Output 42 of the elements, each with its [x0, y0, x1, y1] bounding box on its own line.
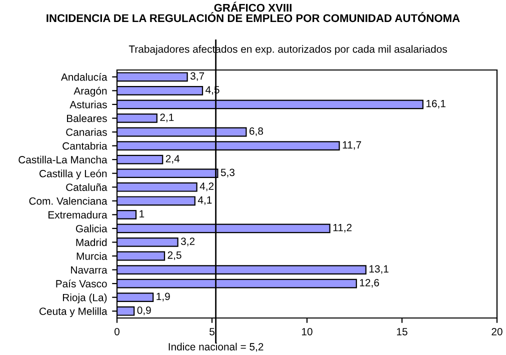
- data-label: 0,9: [137, 306, 151, 316]
- y-tick-label: Madrid: [76, 238, 107, 246]
- y-tick-label: Castilla y León: [39, 170, 107, 180]
- data-label: 11,2: [333, 224, 352, 232]
- y-tick-label: Aragón: [74, 86, 107, 97]
- data-label: 3,7: [190, 72, 204, 81]
- data-label: 13,1: [369, 265, 388, 274]
- y-tick-label: Cataluña: [66, 183, 108, 191]
- data-label: 2,4: [166, 154, 180, 164]
- data-label: 2,5: [168, 251, 182, 260]
- y-tick-label: Baleares: [67, 114, 107, 122]
- data-label: 4,2: [200, 182, 214, 192]
- data-label: 4,1: [198, 196, 212, 205]
- data-label: 6,8: [250, 127, 264, 136]
- data-label: 2,1: [160, 114, 174, 122]
- x-tick-label: 15: [397, 328, 408, 336]
- ref-line-label: Indice nacional = 5,2: [168, 342, 264, 352]
- y-tick-label: Cantabria: [62, 142, 108, 150]
- data-label: 3,2: [180, 238, 195, 246]
- data-label: 16,1: [426, 100, 446, 108]
- y-tick-label: Canarias: [66, 128, 107, 136]
- x-tick-label: 5: [210, 328, 214, 336]
- x-tick-label: 20: [492, 328, 502, 336]
- data-label: 12,6: [360, 278, 379, 288]
- y-tick-label: Galicia: [76, 224, 108, 232]
- y-tick-label: Navarra: [71, 266, 108, 274]
- y-tick-label: Asturias: [70, 100, 107, 108]
- x-tick-label: 0: [114, 328, 120, 336]
- y-tick-label: Andalucía: [60, 72, 108, 81]
- y-tick-label: Rioja (La): [62, 294, 107, 304]
- y-tick-label: Com. Valenciana: [29, 197, 108, 205]
- x-tick-label: 10: [302, 328, 312, 336]
- y-tick-label: Murcia: [76, 252, 108, 260]
- chart-title: GRÁFICO XVIII INCIDENCIA DE LA REGULACIÓN DE EMPLEO POR COMUNIDAD AUTÓNOMA: [46, 2, 460, 22]
- y-tick-label: Castilla-La Mancha: [18, 156, 108, 164]
- data-label: 11,7: [342, 141, 362, 150]
- data-label: 1,9: [156, 292, 170, 302]
- y-tick-label: País Vasco: [56, 280, 107, 288]
- y-tick-label: Extremadura: [48, 210, 108, 219]
- y-tick-label: Ceuta y Melilla: [39, 307, 108, 318]
- data-label: 5,3: [220, 168, 234, 178]
- data-label: 1: [140, 210, 144, 218]
